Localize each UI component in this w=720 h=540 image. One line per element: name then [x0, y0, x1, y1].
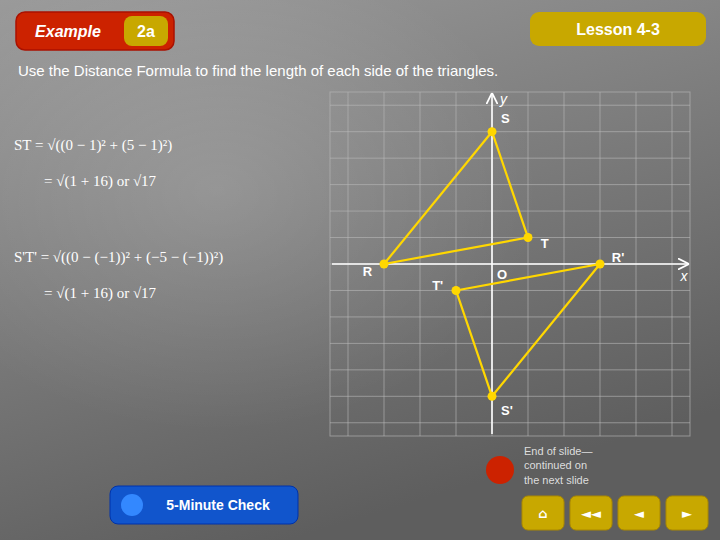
- title: Use the Distance Formula to find the len…: [18, 62, 498, 79]
- button-bg[interactable]: [110, 486, 298, 524]
- stop-sign: [486, 456, 514, 484]
- nav-button[interactable]: [522, 496, 564, 530]
- vertex-point: [488, 127, 497, 136]
- formula: = √(1 + 16) or √17: [44, 173, 157, 190]
- example-badge: Example 2a: [16, 12, 174, 50]
- background-highlight: [0, 0, 720, 540]
- coordinate-plane: x y R S T R' S' T' O: [330, 91, 690, 436]
- grid-line-x: [492, 92, 493, 436]
- nav-symbol[interactable]: ◄: [634, 506, 644, 521]
- origin-label: O: [497, 267, 507, 282]
- navigation: ⌂◄◄◄►: [522, 496, 708, 530]
- slide: Example 2a Lesson 4-3 Use the Distance Form…: [0, 0, 720, 540]
- nav-symbol[interactable]: ⌂: [538, 506, 547, 521]
- triangle-outline: [384, 132, 528, 264]
- vertex-point: [596, 260, 605, 269]
- button-text[interactable]: 5-Minute Check: [166, 497, 270, 513]
- example-badge-bg: [16, 12, 174, 50]
- vertex-point: [524, 233, 533, 242]
- y-axis: [491, 94, 493, 434]
- lesson-label: Lesson 4-3: [530, 12, 706, 46]
- five-minute-check-button[interactable]: 5-Minute Check: [110, 486, 298, 524]
- grid-line-y: [330, 211, 690, 212]
- x-axis-label: x: [680, 268, 689, 284]
- grid-line-y: [330, 422, 690, 423]
- vertex-label: T': [432, 278, 443, 293]
- end-of-slide-note: End of slide—continued onthe next slide: [524, 445, 592, 486]
- formula: ST = √((0 − 1)² + (5 − 1)²): [14, 137, 172, 154]
- grid-line-y: [330, 131, 690, 132]
- nav-symbol[interactable]: ◄◄: [581, 506, 601, 521]
- vertex-label: R': [612, 250, 624, 265]
- nav-button[interactable]: [666, 496, 708, 530]
- lesson-label-text: Lesson 4-3: [576, 21, 660, 38]
- grid-line-y: [330, 396, 690, 397]
- vertex-label: S': [501, 403, 513, 418]
- grid-line-y: [330, 369, 690, 370]
- button-icon[interactable]: [121, 494, 143, 516]
- marks: [380, 127, 605, 401]
- grid: [330, 92, 690, 436]
- plot-frame: [330, 92, 690, 436]
- formula: S'T' = √((0 − (−1))² + (−5 − (−1))²): [14, 249, 223, 266]
- nav-button[interactable]: [618, 496, 660, 530]
- grid-line-y: [330, 105, 690, 106]
- vertex-point: [380, 260, 389, 269]
- nav-button[interactable]: [570, 496, 612, 530]
- nav-symbol[interactable]: ►: [682, 506, 692, 521]
- example-text: Example: [35, 23, 101, 40]
- vertex-point: [488, 392, 497, 401]
- grid-line-y: [330, 158, 690, 159]
- vertex-labels: R S T R' S' T': [363, 111, 625, 417]
- vertex-label: S: [501, 111, 510, 126]
- lesson-label-bg: [530, 12, 706, 46]
- triangle-outline: [456, 264, 600, 396]
- grid-line-y: [330, 316, 690, 317]
- example-number: 2a: [137, 23, 155, 40]
- vertex-label: R: [363, 264, 373, 279]
- grid-line-y: [330, 343, 690, 344]
- formula: = √(1 + 16) or √17: [44, 285, 157, 302]
- grid-line-y: [330, 237, 690, 238]
- grid-line-y: [330, 290, 690, 291]
- example-number-pill: [124, 16, 168, 46]
- background: [0, 0, 720, 540]
- y-axis-label: y: [499, 91, 508, 107]
- vertex-point: [452, 286, 461, 295]
- vertex-label: T: [541, 236, 549, 251]
